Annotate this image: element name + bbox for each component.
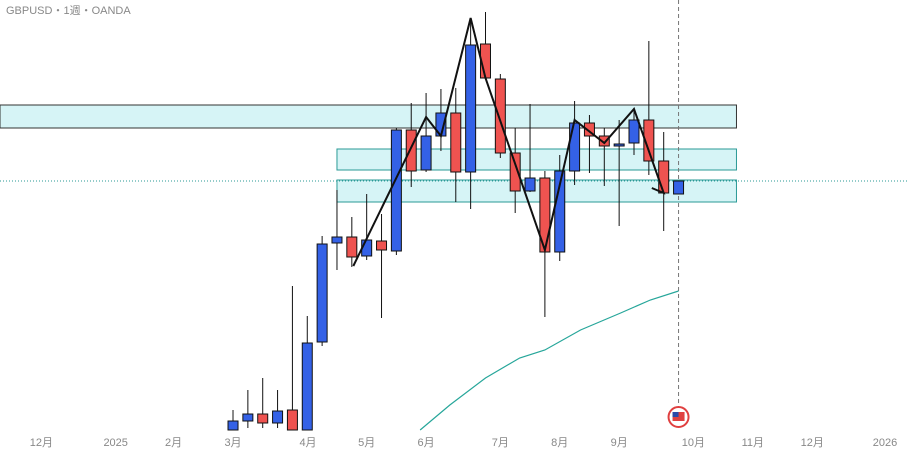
candle-body — [286, 409, 298, 431]
x-tick-label: 11月 — [742, 437, 764, 449]
candle-body — [658, 160, 670, 194]
candle-body — [346, 236, 358, 258]
candle-body — [673, 180, 685, 195]
x-tick-label: 5月 — [358, 437, 375, 449]
candle-body — [524, 177, 536, 192]
candle-body — [643, 119, 655, 162]
candle-body — [450, 112, 462, 173]
candle-body — [405, 129, 417, 172]
candle-body — [390, 129, 402, 252]
candle-body — [465, 44, 477, 173]
candle-body — [420, 135, 432, 171]
candle-body — [554, 170, 566, 253]
x-tick-label: 4月 — [299, 437, 316, 449]
candle-body — [376, 240, 388, 251]
event-icon — [667, 406, 690, 428]
x-tick-label: 3月 — [224, 437, 241, 449]
candle-body — [316, 243, 328, 343]
candle-body — [494, 78, 506, 154]
x-tick-label: 2月 — [165, 437, 182, 449]
zone — [0, 104, 737, 129]
x-tick-label: 8月 — [551, 437, 568, 449]
event-icon-canton — [672, 412, 679, 417]
x-tick-label: 6月 — [418, 437, 435, 449]
x-tick-label: 12月 — [30, 437, 53, 449]
zigzag-line — [352, 17, 666, 267]
x-tick-label: 9月 — [611, 437, 628, 449]
chart-title: GBPUSD・1週・OANDA — [6, 4, 131, 17]
candle-body — [227, 420, 239, 431]
candle-body — [583, 122, 595, 137]
candle-body — [242, 413, 254, 422]
x-tick-label: 12月 — [801, 437, 824, 449]
candle-body — [569, 122, 581, 172]
x-tick-label: 7月 — [492, 437, 509, 449]
candle-body — [301, 342, 313, 431]
zone — [336, 148, 737, 171]
candle-body — [331, 236, 343, 244]
candle-body — [257, 413, 269, 424]
x-tick-label: 10月 — [682, 437, 705, 449]
candle-body — [509, 152, 521, 192]
moving-average — [419, 290, 679, 431]
candle-body — [272, 410, 284, 424]
x-tick-label: 2025 — [103, 437, 127, 449]
candle-body — [598, 135, 610, 147]
x-tick-label: 2026 — [873, 437, 897, 449]
candle-body — [613, 143, 625, 147]
candle-body — [628, 119, 640, 144]
